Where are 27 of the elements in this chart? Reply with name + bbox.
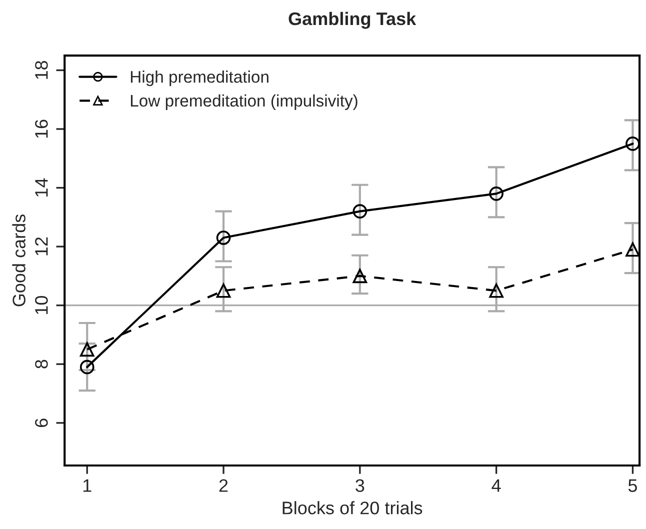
point xyxy=(80,360,94,374)
x-tick-label: 4 xyxy=(492,479,501,492)
y-tick-label: 6 xyxy=(35,418,48,428)
point xyxy=(352,268,368,284)
point xyxy=(626,242,640,257)
point xyxy=(216,230,231,245)
point xyxy=(216,284,231,298)
x-tick-label: 2 xyxy=(219,479,228,492)
legend-label: High premeditation xyxy=(130,70,268,86)
point xyxy=(352,204,368,218)
x-tick-label: 1 xyxy=(83,479,92,492)
y-tick-label: 12 xyxy=(35,237,48,256)
point xyxy=(489,186,504,201)
y-tick-label: 16 xyxy=(35,120,48,138)
x-tick-label: 3 xyxy=(356,479,364,492)
point xyxy=(626,136,640,151)
y-tick-label: 10 xyxy=(35,296,48,314)
legend-label: Low premeditation (impulsivity) xyxy=(130,94,358,110)
chart-title: Gambling Task xyxy=(288,12,416,29)
point xyxy=(489,284,504,298)
y-tick-label: 14 xyxy=(35,178,48,196)
x-tick-label: 5 xyxy=(628,479,637,492)
y-tick-label: 18 xyxy=(35,60,48,79)
y-tick-label: 8 xyxy=(35,360,48,368)
x-axis-title: Blocks of 20 trials xyxy=(282,501,422,514)
point xyxy=(80,342,94,357)
y-axis-title: Good cards xyxy=(12,214,26,306)
